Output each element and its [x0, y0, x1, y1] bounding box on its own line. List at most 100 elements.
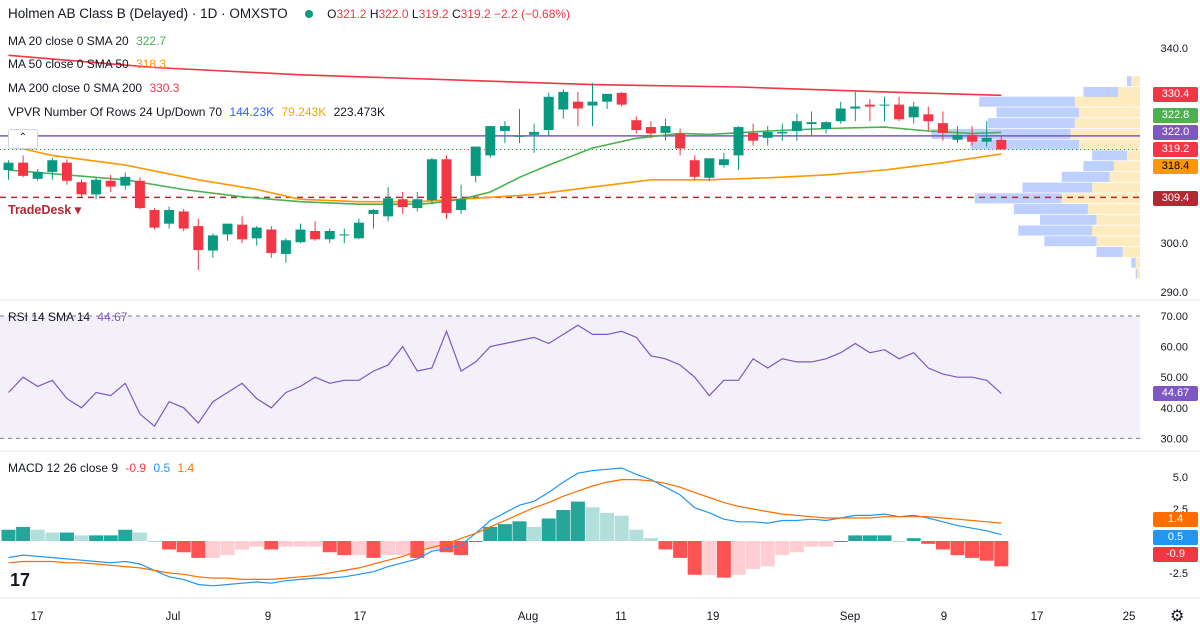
tradedesk-label[interactable]: TradeDesk ▾ [8, 202, 81, 217]
ma200-legend[interactable]: MA 200 close 0 SMA 200 330.3 [8, 81, 179, 95]
open-label: O [327, 7, 337, 21]
candle-body [164, 210, 175, 224]
rsi-band [0, 316, 1140, 439]
high-label: H [369, 7, 379, 21]
macd-histogram-bar [264, 541, 279, 550]
vpvr-up-value: 144.23K [229, 105, 275, 119]
ma50-value: 318.3 [136, 57, 167, 71]
tradingview-logo[interactable]: 17 [10, 570, 30, 591]
change-value: −2.2 (−0.68%) [493, 7, 571, 21]
macd-histogram-bar [643, 538, 658, 541]
vpvr-bar-up [996, 107, 1080, 118]
vpvr-bar-up [1131, 257, 1136, 268]
macd-histogram-bar [205, 541, 220, 558]
tradedesk-text: TradeDesk [8, 203, 72, 217]
vpvr-bar-down [1126, 150, 1140, 161]
macd-badge: -0.9 [1153, 546, 1198, 562]
rsi-line [8, 324, 1002, 428]
vpvr-bar-down [1074, 118, 1140, 129]
candle-body [529, 131, 540, 135]
dropdown-arrow-icon: ▾ [74, 203, 81, 217]
time-tick-label: 25 [1123, 611, 1136, 623]
vpvr-bar-up [1083, 86, 1119, 97]
candle-body [937, 123, 948, 133]
macd-histogram-bar [687, 541, 702, 575]
vpvr-bar-up [1083, 161, 1114, 172]
macd-histogram-bar [468, 541, 483, 542]
candle-body [237, 224, 248, 240]
candle-body [456, 199, 467, 211]
price-badge: 330.4 [1153, 86, 1198, 102]
candle-body [91, 179, 102, 195]
ma50-legend[interactable]: MA 50 close 0 SMA 50 318.3 [8, 57, 166, 71]
candle-body [572, 101, 583, 109]
macd-histogram-bar [351, 541, 366, 556]
candle-body [908, 106, 919, 118]
macd-histogram-bar [570, 501, 585, 541]
macd-badge: 1.4 [1153, 511, 1198, 527]
rsi-value: 44.67 [97, 310, 128, 324]
candle-body [222, 223, 233, 235]
macd-histogram-bar [950, 541, 965, 556]
time-tick-label: 17 [354, 611, 367, 623]
price-tick-label: 340.0 [1160, 43, 1188, 55]
candle-body [675, 133, 686, 149]
vpvr-bar-up [1096, 246, 1123, 257]
macd-signal-line [8, 479, 1002, 581]
close-label: C [451, 7, 461, 21]
candle-body [777, 131, 788, 134]
macd-histogram-bar [235, 541, 250, 550]
macd-legend[interactable]: MACD 12 26 close 9 -0.9 0.5 1.4 [8, 461, 194, 475]
candle-body [748, 132, 759, 141]
candle-body [3, 162, 14, 170]
vpvr-bar-up [1040, 214, 1097, 225]
vpvr-bar-up [1126, 76, 1132, 87]
macd-histogram-bar [716, 541, 731, 578]
macd-histogram-bar [424, 541, 439, 550]
vpvr-legend[interactable]: VPVR Number Of Rows 24 Up/Down 70 144.23… [8, 105, 385, 119]
candle-body [266, 229, 277, 253]
price-tick-label: 290.0 [1160, 287, 1188, 299]
macd-histogram-bar [600, 512, 615, 541]
macd-histogram-bar [541, 518, 556, 541]
macd-histogram-bar [789, 541, 804, 553]
low-label: L [411, 7, 419, 21]
rsi-badge: 44.67 [1153, 385, 1198, 401]
high-value: 322.0 [378, 7, 409, 21]
symbol-title[interactable]: Holmen AB Class B (Delayed) · 1D · OMXST… [8, 6, 288, 21]
gear-icon[interactable]: ⚙ [1170, 608, 1185, 625]
candle-body [835, 108, 846, 122]
macd-histogram-bar [278, 541, 293, 547]
candle-body [660, 126, 671, 133]
candle-body [981, 137, 992, 142]
time-tick-label: 9 [265, 611, 271, 623]
candle-body [120, 176, 131, 186]
price-tick-label: 300.0 [1160, 238, 1188, 250]
macd-histogram-bar [979, 541, 994, 561]
vpvr-bar-down [1118, 86, 1140, 97]
vpvr-bar-down [1079, 139, 1140, 150]
price-badge: 309.4 [1153, 190, 1198, 206]
macd-histogram-bar [804, 541, 819, 547]
macd-histogram-bar [746, 541, 761, 570]
macd-histogram-bar [30, 529, 45, 541]
time-tick-label: 19 [707, 611, 720, 623]
candle-body [178, 211, 189, 229]
macd-histogram-bar [381, 541, 396, 556]
candle-body [295, 229, 306, 243]
candle-body [514, 135, 525, 137]
candle-body [543, 96, 554, 130]
candle-body [412, 199, 423, 209]
macd-line [8, 467, 1002, 587]
candle-body [631, 120, 642, 130]
rsi-legend[interactable]: RSI 14 SMA 14 44.67 [8, 310, 127, 324]
candle-body [952, 134, 963, 140]
candle-body [47, 160, 58, 172]
ma20-value: 322.7 [136, 34, 167, 48]
collapse-legend-button[interactable]: ⌃ [8, 129, 38, 149]
ma20-legend[interactable]: MA 20 close 0 SMA 20 322.7 [8, 34, 166, 48]
macd-histogram-bar [614, 515, 629, 541]
macd-label: MACD 12 26 close 9 [8, 461, 119, 475]
macd-histogram-bar [731, 541, 746, 575]
